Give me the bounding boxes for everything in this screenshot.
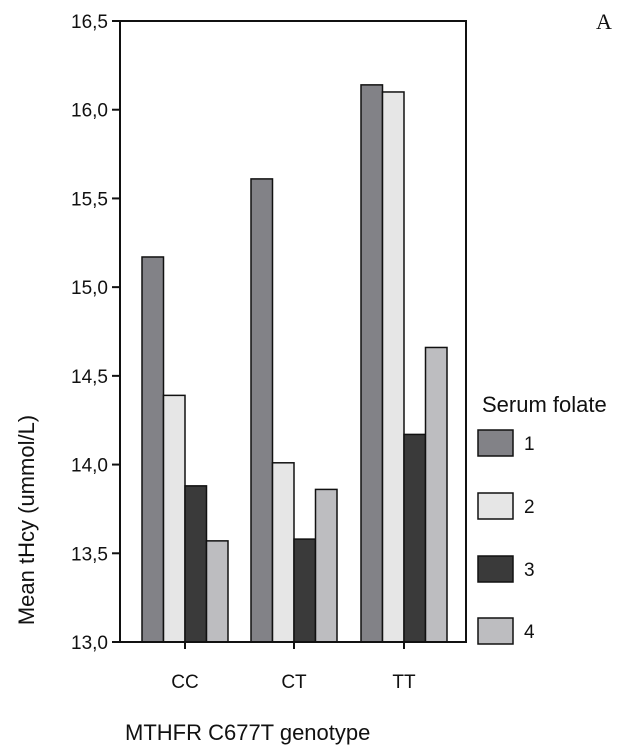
panel-label: A — [596, 9, 612, 34]
bar-cc-folate-1 — [141, 256, 165, 643]
x-tick-label-cc: CC — [171, 672, 198, 693]
legend-title: Serum folate — [482, 392, 607, 417]
bar-tt-folate-3 — [403, 433, 427, 643]
y-tick-label: 13,5 — [71, 544, 108, 565]
y-tick-label: 16,0 — [71, 101, 108, 122]
legend: 1 2 3 4 — [477, 429, 535, 645]
y-tick-label: 16,5 — [71, 12, 108, 33]
x-tick-label-tt: TT — [392, 672, 416, 693]
bar-cc-folate-3 — [184, 485, 208, 643]
bar-tt-folate-4 — [424, 346, 448, 643]
y-tick-label: 15,5 — [71, 189, 108, 210]
y-tick-label: 13,0 — [71, 633, 108, 654]
y-tick-label: 14,0 — [71, 456, 108, 477]
y-tick-label: 14,5 — [71, 367, 108, 388]
bar-cc-folate-4 — [205, 540, 229, 643]
x-tick-label-ct: CT — [281, 672, 307, 693]
bar-cc-folate-2 — [162, 394, 186, 643]
legend-swatch-2 — [477, 492, 514, 520]
bar-tt-folate-1 — [360, 84, 384, 643]
y-axis: 13,0 13,5 14,0 14,5 15,0 15,5 16,0 16,5 — [71, 12, 120, 654]
legend-label-4: 4 — [524, 622, 535, 643]
legend-swatch-3 — [477, 555, 514, 583]
bar-tt-folate-2 — [381, 91, 405, 643]
bars-layer — [141, 84, 448, 643]
bar-ct-folate-1 — [250, 178, 274, 643]
y-axis-label: Mean tHcy (ummol/L) — [14, 415, 39, 625]
x-axis-label: MTHFR C677T genotype — [125, 720, 370, 745]
bar-ct-folate-3 — [293, 538, 317, 643]
bar-ct-folate-2 — [271, 462, 295, 643]
legend-swatch-4 — [477, 617, 514, 645]
x-axis: CC CT TT — [171, 642, 416, 693]
legend-swatch-1 — [477, 429, 514, 457]
legend-label-1: 1 — [524, 434, 535, 455]
legend-label-3: 3 — [524, 560, 535, 581]
legend-label-2: 2 — [524, 497, 535, 518]
y-tick-label: 15,0 — [71, 278, 108, 299]
bar-ct-folate-4 — [314, 488, 338, 643]
